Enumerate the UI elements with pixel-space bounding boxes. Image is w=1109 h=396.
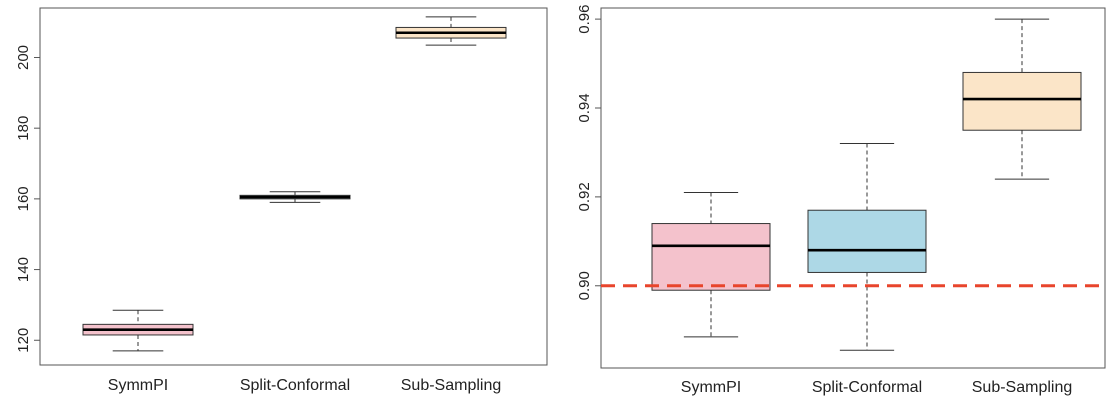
x-category-label: Sub-Sampling [401,377,502,394]
y-tick-label: 180 [15,116,32,141]
x-category-label: SymmPI [108,377,168,394]
y-tick-label: 200 [15,45,32,70]
y-tick-label: 0.96 [576,5,593,34]
y-tick-label: 120 [15,328,32,353]
y-tick-label: 160 [15,186,32,211]
plot-frame [39,7,548,366]
x-category-label: Split-Conformal [812,379,922,396]
y-tick-label: 140 [15,257,32,282]
x-category-label: Split-Conformal [240,377,350,394]
box-split-conformal [807,209,927,273]
y-tick-label: 0.92 [576,182,593,211]
chart-panel-2: 0.90 0.92 0.94 0.96 SymmPI Split-Conformal Sub… [576,5,1106,396]
x-category-label: Sub-Sampling [972,379,1073,396]
plot-frame [600,7,1106,369]
x-category-label: SymmPI [681,379,741,396]
y-tick-label: 0.90 [576,271,593,300]
box-symmpi [651,223,771,291]
box-sub-sampling [962,71,1082,131]
chart-panel-1: 120 140 160 180 200 SymmPI Split-Conformal Sub-… [15,7,548,394]
y-tick-label: 0.94 [576,93,593,122]
